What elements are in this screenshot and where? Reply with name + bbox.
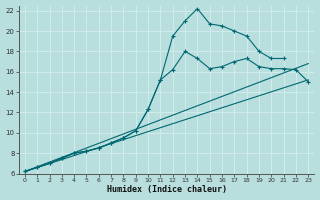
X-axis label: Humidex (Indice chaleur): Humidex (Indice chaleur) — [107, 185, 227, 194]
